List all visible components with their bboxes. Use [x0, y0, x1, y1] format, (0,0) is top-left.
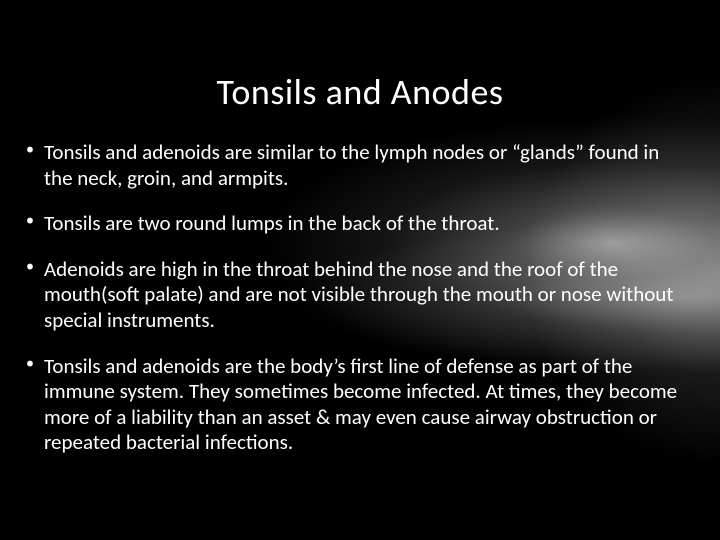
list-item: Tonsils and adenoids are similar to the …: [22, 140, 692, 191]
slide: Tonsils and Anodes Tonsils and adenoids …: [0, 0, 720, 540]
slide-title: Tonsils and Anodes: [0, 70, 720, 114]
list-item: Tonsils are two round lumps in the back …: [22, 211, 692, 237]
bullet-list: Tonsils and adenoids are similar to the …: [22, 140, 692, 476]
list-item: Adenoids are high in the throat behind t…: [22, 257, 692, 334]
list-item: Tonsils and adenoids are the body’s firs…: [22, 354, 692, 456]
